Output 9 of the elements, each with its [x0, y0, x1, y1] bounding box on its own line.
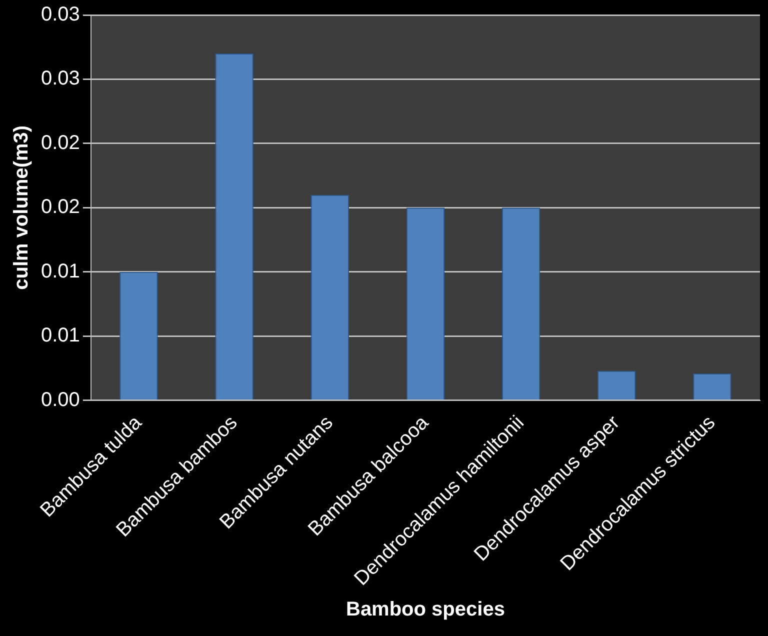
y-tick-label: 0.02	[40, 196, 80, 218]
y-tick-label: 0.02	[40, 132, 80, 154]
x-axis-title: Bamboo species	[346, 598, 505, 621]
y-tick-label: 0.01	[40, 324, 80, 347]
y-tick-label: 0.00	[40, 388, 80, 411]
y-axis-title: culm volume(m3)	[10, 125, 33, 290]
y-tick-label: 0.03	[40, 68, 80, 90]
y-tick-label: 0.01	[40, 260, 80, 282]
y-tick-label: 0.03	[40, 4, 80, 26]
